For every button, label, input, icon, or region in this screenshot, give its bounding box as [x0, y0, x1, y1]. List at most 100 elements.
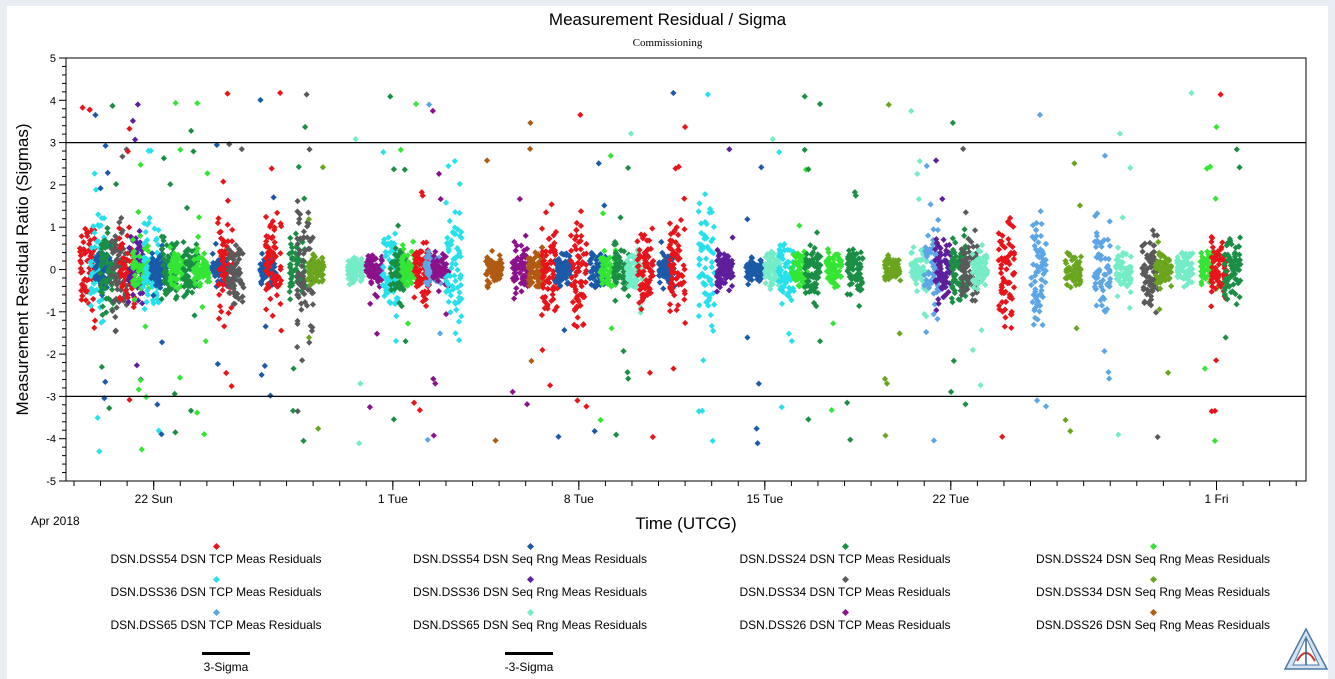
data-point [77, 257, 84, 265]
data-point [695, 313, 703, 320]
data-point [367, 300, 374, 307]
data-point [90, 286, 97, 293]
data-point [106, 405, 113, 412]
data-point [263, 306, 270, 313]
data-point [229, 226, 236, 233]
data-point [86, 106, 93, 114]
data-point [416, 406, 423, 414]
data-point [913, 288, 921, 295]
data-point [387, 93, 394, 100]
data-point [1008, 324, 1015, 332]
data-point [805, 416, 812, 423]
data-point [915, 195, 923, 203]
data-point [87, 302, 94, 309]
data-point [1036, 111, 1044, 119]
data-point [744, 334, 751, 341]
data-point [778, 404, 785, 411]
data-point [78, 233, 85, 240]
data-point [549, 291, 556, 298]
data-point [969, 346, 976, 354]
data-point [625, 292, 632, 300]
data-point [949, 119, 956, 126]
data-point [292, 230, 300, 237]
data-point [99, 289, 106, 296]
data-point [612, 297, 619, 304]
data-point [935, 296, 942, 303]
data-point [126, 396, 133, 403]
data-point [561, 326, 568, 334]
data-point [744, 216, 751, 223]
data-point [109, 102, 116, 109]
data-point [1001, 323, 1008, 330]
data-point [410, 238, 417, 245]
data-point [677, 216, 685, 224]
data-point [258, 371, 265, 379]
data-point [141, 305, 148, 313]
data-point [455, 318, 463, 325]
data-point [696, 200, 703, 207]
data-point [617, 214, 624, 221]
data-point [1233, 146, 1240, 153]
data-point [166, 244, 174, 251]
data-point [102, 285, 109, 292]
data-point [392, 337, 400, 345]
data-point [702, 264, 709, 272]
data-point [1003, 266, 1010, 273]
data-point [90, 223, 97, 230]
data-point [104, 225, 111, 232]
data-point [512, 290, 519, 297]
data-point [577, 111, 584, 118]
data-point [1101, 348, 1108, 355]
data-point [667, 308, 674, 315]
data-point [177, 146, 184, 153]
data-point [142, 228, 149, 236]
data-point [1002, 298, 1009, 305]
data-point [160, 155, 167, 162]
data-point [355, 440, 363, 447]
data-point [1236, 234, 1244, 241]
data-point [395, 222, 402, 229]
data-point [518, 288, 525, 295]
data-point [613, 431, 620, 438]
data-point [510, 295, 518, 302]
data-point [286, 288, 293, 295]
data-point [1062, 416, 1069, 424]
data-point [801, 146, 808, 153]
data-point [934, 315, 941, 323]
data-point [681, 123, 689, 131]
data-point [391, 230, 399, 237]
data-point [142, 323, 149, 330]
data-point [847, 436, 854, 443]
data-point [223, 369, 230, 377]
data-point [445, 162, 452, 170]
data-point [1213, 123, 1220, 131]
data-point [708, 322, 715, 330]
data-point [1127, 164, 1134, 172]
data-point [126, 125, 133, 132]
data-point [194, 100, 201, 107]
data-point [171, 281, 178, 289]
data-point [1222, 334, 1229, 341]
data-point [932, 157, 940, 164]
data-point [950, 357, 957, 365]
data-point [224, 197, 232, 204]
data-point [299, 357, 306, 364]
data-point [816, 338, 824, 345]
data-point [828, 407, 835, 414]
data-point [1115, 431, 1122, 438]
data-point [885, 101, 892, 108]
data-point [96, 448, 103, 455]
data-point [527, 119, 534, 127]
data-point [599, 210, 607, 217]
data-point [216, 291, 223, 298]
data-point [306, 146, 313, 153]
data-point [940, 236, 947, 243]
data-point [214, 360, 221, 368]
data-point [103, 259, 110, 266]
data-point [1201, 365, 1209, 372]
data-point [83, 230, 91, 237]
data-point [188, 127, 195, 134]
data-point [180, 238, 187, 246]
data-point [539, 346, 546, 354]
data-point [1168, 282, 1175, 290]
